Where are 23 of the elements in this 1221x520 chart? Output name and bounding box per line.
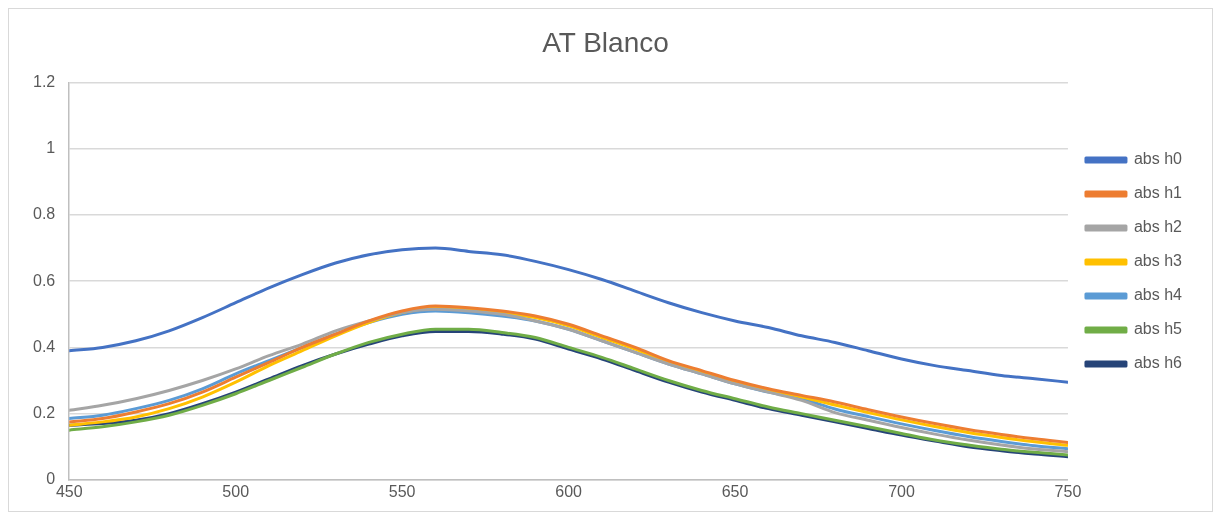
x-tick-label: 600 (555, 482, 583, 500)
y-tick-label: 1.2 (32, 73, 56, 91)
x-tick-label: 650 (721, 482, 749, 500)
y-tick-label: 1 (46, 139, 56, 157)
chart-title: AT Blanco (542, 26, 669, 58)
x-tick-label: 450 (55, 482, 83, 500)
legend-label: abs h5 (1133, 320, 1183, 338)
legend-label: abs h4 (1133, 286, 1183, 304)
legend-label: abs h0 (1133, 150, 1183, 168)
y-tick-label: 0.8 (32, 205, 56, 223)
x-tick-label: 500 (222, 482, 250, 500)
y-tick-label: 0.4 (32, 337, 56, 355)
legend-label: abs h3 (1133, 252, 1183, 270)
x-tick-label: 550 (388, 482, 416, 500)
x-tick-label: 700 (888, 482, 915, 500)
x-tick-label: 750 (1054, 482, 1082, 500)
line-series (69, 246, 1068, 384)
y-tick-label: 0.6 (32, 271, 56, 289)
y-tick-label: 0.2 (32, 404, 56, 422)
legend-label: abs h6 (1133, 354, 1183, 372)
legend-label: abs h2 (1133, 218, 1183, 236)
legend-label: abs h1 (1133, 184, 1183, 202)
y-tick-label: 0 (46, 470, 56, 488)
